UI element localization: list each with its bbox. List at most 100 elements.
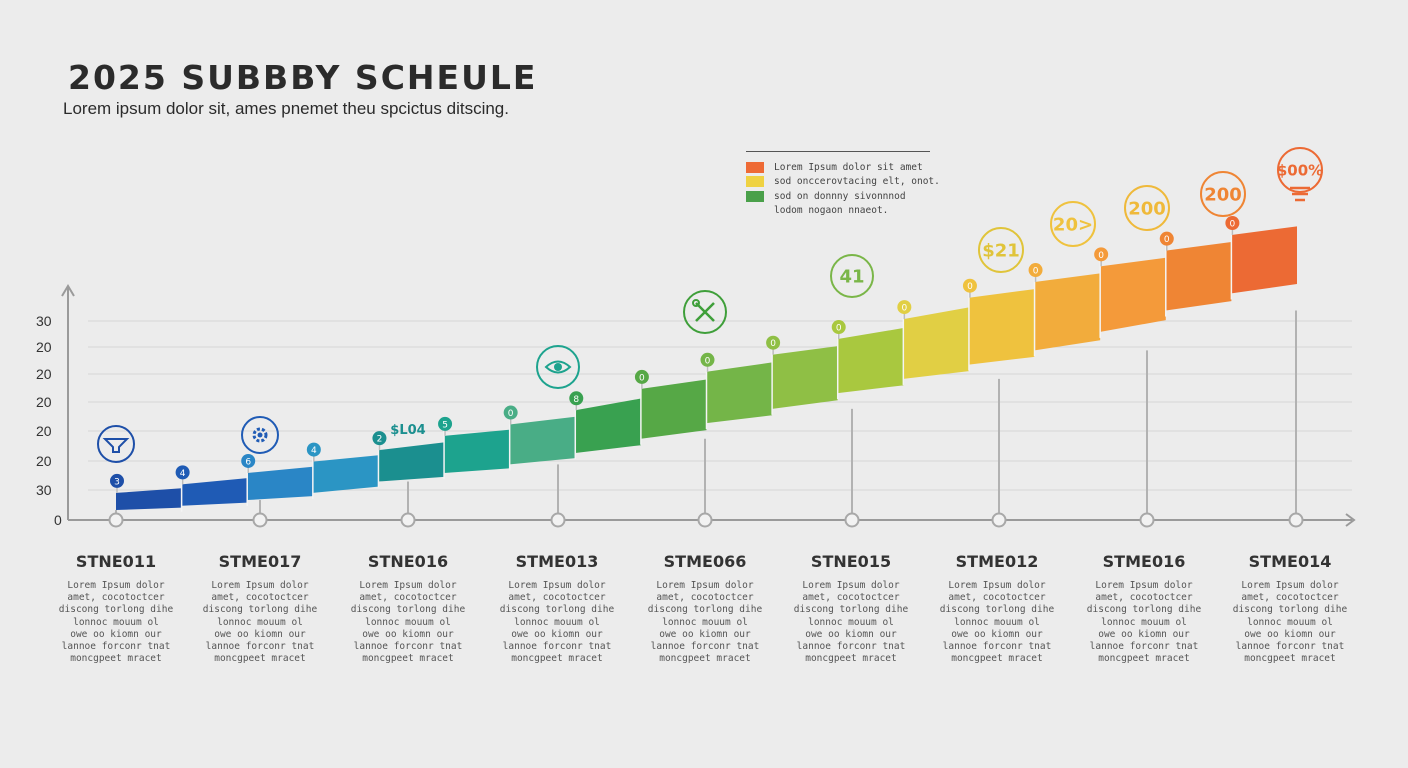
y-tick-label: 20 — [36, 453, 52, 469]
milestone-dot — [844, 512, 860, 528]
stage-description: Lorem Ipsum dolor amet, cocotoctcer disc… — [58, 580, 174, 665]
point-marker — [175, 465, 190, 480]
point-marker-label: 3 — [114, 477, 120, 487]
point-marker — [241, 453, 256, 468]
point-marker-label: 0 — [901, 304, 907, 314]
point-marker-label: 0 — [1230, 220, 1236, 230]
stage-name: STME066 — [663, 552, 747, 571]
point-marker-label: 0 — [1164, 235, 1170, 245]
callout-label: $00% — [1277, 161, 1323, 179]
stage-block: STME014 Lorem Ipsum dolor amet, cocotoct… — [1215, 552, 1365, 665]
stage-block: STME012 Lorem Ipsum dolor amet, cocotoct… — [922, 552, 1072, 665]
milestone-dot — [108, 512, 124, 528]
point-marker-label: 0 — [1033, 267, 1039, 277]
legend-divider — [746, 151, 930, 152]
callout-label: 200 — [1204, 184, 1242, 205]
eye-icon-pupil — [554, 363, 562, 371]
milestone-dot — [550, 512, 566, 528]
timeline-band-segment — [968, 289, 1035, 365]
point-marker — [372, 431, 387, 446]
callout-ring — [1200, 171, 1246, 217]
point-marker-label: 6 — [245, 457, 251, 467]
point-marker — [1094, 247, 1109, 262]
stage-description: Lorem Ipsum dolor amet, cocotoctcer disc… — [499, 580, 615, 665]
point-marker-label: 0 — [705, 356, 711, 366]
stage-description: Lorem Ipsum dolor amet, cocotoctcer disc… — [939, 580, 1055, 665]
timeline-band-segment — [509, 416, 576, 465]
timeline-band-segment — [837, 328, 904, 394]
point-marker-label: 0 — [967, 282, 973, 292]
legend-label: Lorem Ipsum dolor sit amet — [774, 161, 923, 173]
eye-icon — [544, 360, 572, 374]
callout-ring — [1050, 201, 1096, 247]
milestone-dot — [1139, 512, 1155, 528]
stage-block: STNE011 Lorem Ipsum dolor amet, cocotoct… — [41, 552, 191, 665]
legend-item: lodom nogaon nnaeot. — [746, 204, 930, 219]
legend-label: lodom nogaon nnaeot. — [774, 205, 889, 217]
y-tick-label: 20 — [36, 366, 52, 382]
timeline-band-segment — [444, 429, 510, 473]
milestone-dot — [252, 512, 268, 528]
timeline-band-segment — [706, 362, 773, 424]
stage-description: Lorem Ipsum dolor amet, cocotoctcer disc… — [793, 580, 909, 665]
callout-ring — [1277, 147, 1323, 193]
callout-ring — [97, 425, 135, 463]
callout-ring — [683, 290, 727, 334]
y-axis-arrow — [61, 284, 75, 297]
funnel-icon — [102, 438, 130, 453]
y-tick-label: 0 — [54, 512, 62, 528]
milestone-dot — [991, 512, 1007, 528]
point-marker — [700, 352, 715, 367]
y-tick-label: 20 — [36, 394, 52, 410]
legend-item: sod onccerovtacing elt, onot. — [746, 175, 940, 190]
x-axis-arrow — [1345, 513, 1356, 527]
point-marker-label: 0 — [508, 409, 514, 419]
point-marker-label: 4 — [180, 469, 186, 479]
point-marker — [962, 278, 977, 293]
timeline-band-segment — [1100, 257, 1166, 332]
timeline-band-segment — [772, 346, 838, 409]
milestone-dot — [400, 512, 416, 528]
point-marker — [831, 320, 846, 335]
callout-label: 20> — [1053, 214, 1093, 235]
callout-label: $L04 — [390, 423, 425, 438]
stage-name: STNE016 — [367, 552, 449, 571]
point-marker-label: 5 — [442, 420, 448, 430]
y-tick-label: 30 — [36, 313, 52, 329]
lightbulb-icon — [1290, 186, 1310, 202]
legend-swatch-none — [746, 205, 764, 216]
stage-name: STME016 — [1102, 552, 1186, 571]
point-marker-label: 4 — [311, 446, 317, 456]
callout-ring — [241, 416, 279, 454]
stage-block: STNE016 Lorem Ipsum dolor amet, cocotoct… — [333, 552, 483, 665]
timeline-band-segment — [575, 398, 641, 454]
callout-label: 200 — [1128, 198, 1166, 219]
tools-icon — [695, 302, 715, 322]
callout-label: 41 — [839, 266, 864, 287]
stage-description: Lorem Ipsum dolor amet, cocotoctcer disc… — [202, 580, 318, 665]
stage-description: Lorem Ipsum dolor amet, cocotoctcer disc… — [647, 580, 763, 665]
point-marker-label: 0 — [639, 373, 645, 383]
chart-title: 2025 SUBBBY SCHEULE — [68, 58, 538, 97]
gear-icon-hub — [257, 432, 263, 438]
stage-name: STME012 — [955, 552, 1039, 571]
callout-label: $21 — [982, 240, 1020, 261]
stage-block: STME066 Lorem Ipsum dolor amet, cocotoct… — [630, 552, 780, 665]
stage-description: Lorem Ipsum dolor amet, cocotoctcer disc… — [1086, 580, 1202, 665]
timeline-band-segment — [181, 478, 248, 506]
timeline-band-segment — [903, 307, 969, 379]
timeline-band-segment — [1165, 242, 1232, 311]
stage-name: STME017 — [218, 552, 302, 571]
stage-block: STME013 Lorem Ipsum dolor amet, cocotoct… — [482, 552, 632, 665]
callout-ring — [536, 345, 580, 389]
timeline-band-segment — [1034, 273, 1101, 351]
callout-ring — [830, 254, 874, 298]
point-marker — [306, 442, 321, 457]
stage-description: Lorem Ipsum dolor amet, cocotoctcer disc… — [350, 580, 466, 665]
timeline-band-segment — [1231, 226, 1297, 294]
milestone-dot — [697, 512, 713, 528]
stage-block: STNE015 Lorem Ipsum dolor amet, cocotoct… — [776, 552, 926, 665]
point-marker-label: 0 — [836, 324, 842, 334]
point-marker — [1159, 231, 1174, 246]
